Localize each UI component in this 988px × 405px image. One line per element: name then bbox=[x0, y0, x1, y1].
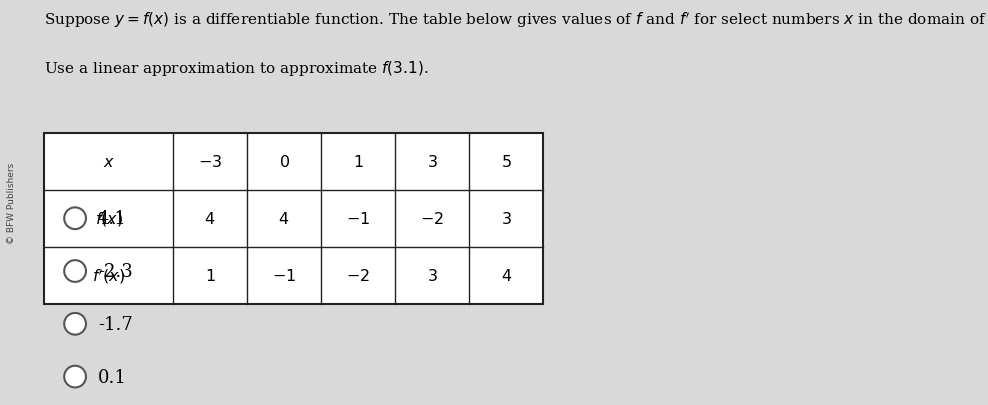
Text: $f'(x)$: $f'(x)$ bbox=[92, 266, 125, 285]
Ellipse shape bbox=[64, 260, 86, 282]
Text: © BFW Publishers: © BFW Publishers bbox=[7, 162, 17, 243]
Text: 0.1: 0.1 bbox=[98, 368, 126, 386]
Text: 4.1: 4.1 bbox=[98, 210, 126, 228]
Text: $4$: $4$ bbox=[279, 210, 289, 227]
Text: $1$: $1$ bbox=[353, 153, 364, 171]
Text: $3$: $3$ bbox=[427, 267, 438, 284]
Text: $-2$: $-2$ bbox=[420, 210, 445, 227]
Ellipse shape bbox=[64, 313, 86, 335]
Text: -2.3: -2.3 bbox=[98, 262, 132, 280]
Text: $-1$: $-1$ bbox=[272, 267, 296, 284]
Ellipse shape bbox=[64, 366, 86, 388]
FancyBboxPatch shape bbox=[44, 134, 543, 304]
Text: $3$: $3$ bbox=[501, 210, 512, 227]
Text: Use a linear approximation to approximate $f(3.1)$.: Use a linear approximation to approximat… bbox=[44, 59, 429, 78]
Text: $f(x)$: $f(x)$ bbox=[95, 210, 123, 228]
Text: $4$: $4$ bbox=[205, 210, 215, 227]
Text: $5$: $5$ bbox=[501, 153, 512, 171]
Text: $0$: $0$ bbox=[279, 153, 289, 171]
Text: $-1$: $-1$ bbox=[346, 210, 370, 227]
Ellipse shape bbox=[64, 208, 86, 230]
Text: -1.7: -1.7 bbox=[98, 315, 132, 333]
Text: $x$: $x$ bbox=[103, 153, 115, 171]
Text: $4$: $4$ bbox=[501, 267, 512, 284]
Text: $1$: $1$ bbox=[205, 267, 215, 284]
Text: $-2$: $-2$ bbox=[346, 267, 370, 284]
Text: $-3$: $-3$ bbox=[198, 153, 222, 171]
Text: Suppose $y = f(x)$ is a differentiable function. The table below gives values of: Suppose $y = f(x)$ is a differentiable f… bbox=[44, 10, 988, 30]
Text: $3$: $3$ bbox=[427, 153, 438, 171]
